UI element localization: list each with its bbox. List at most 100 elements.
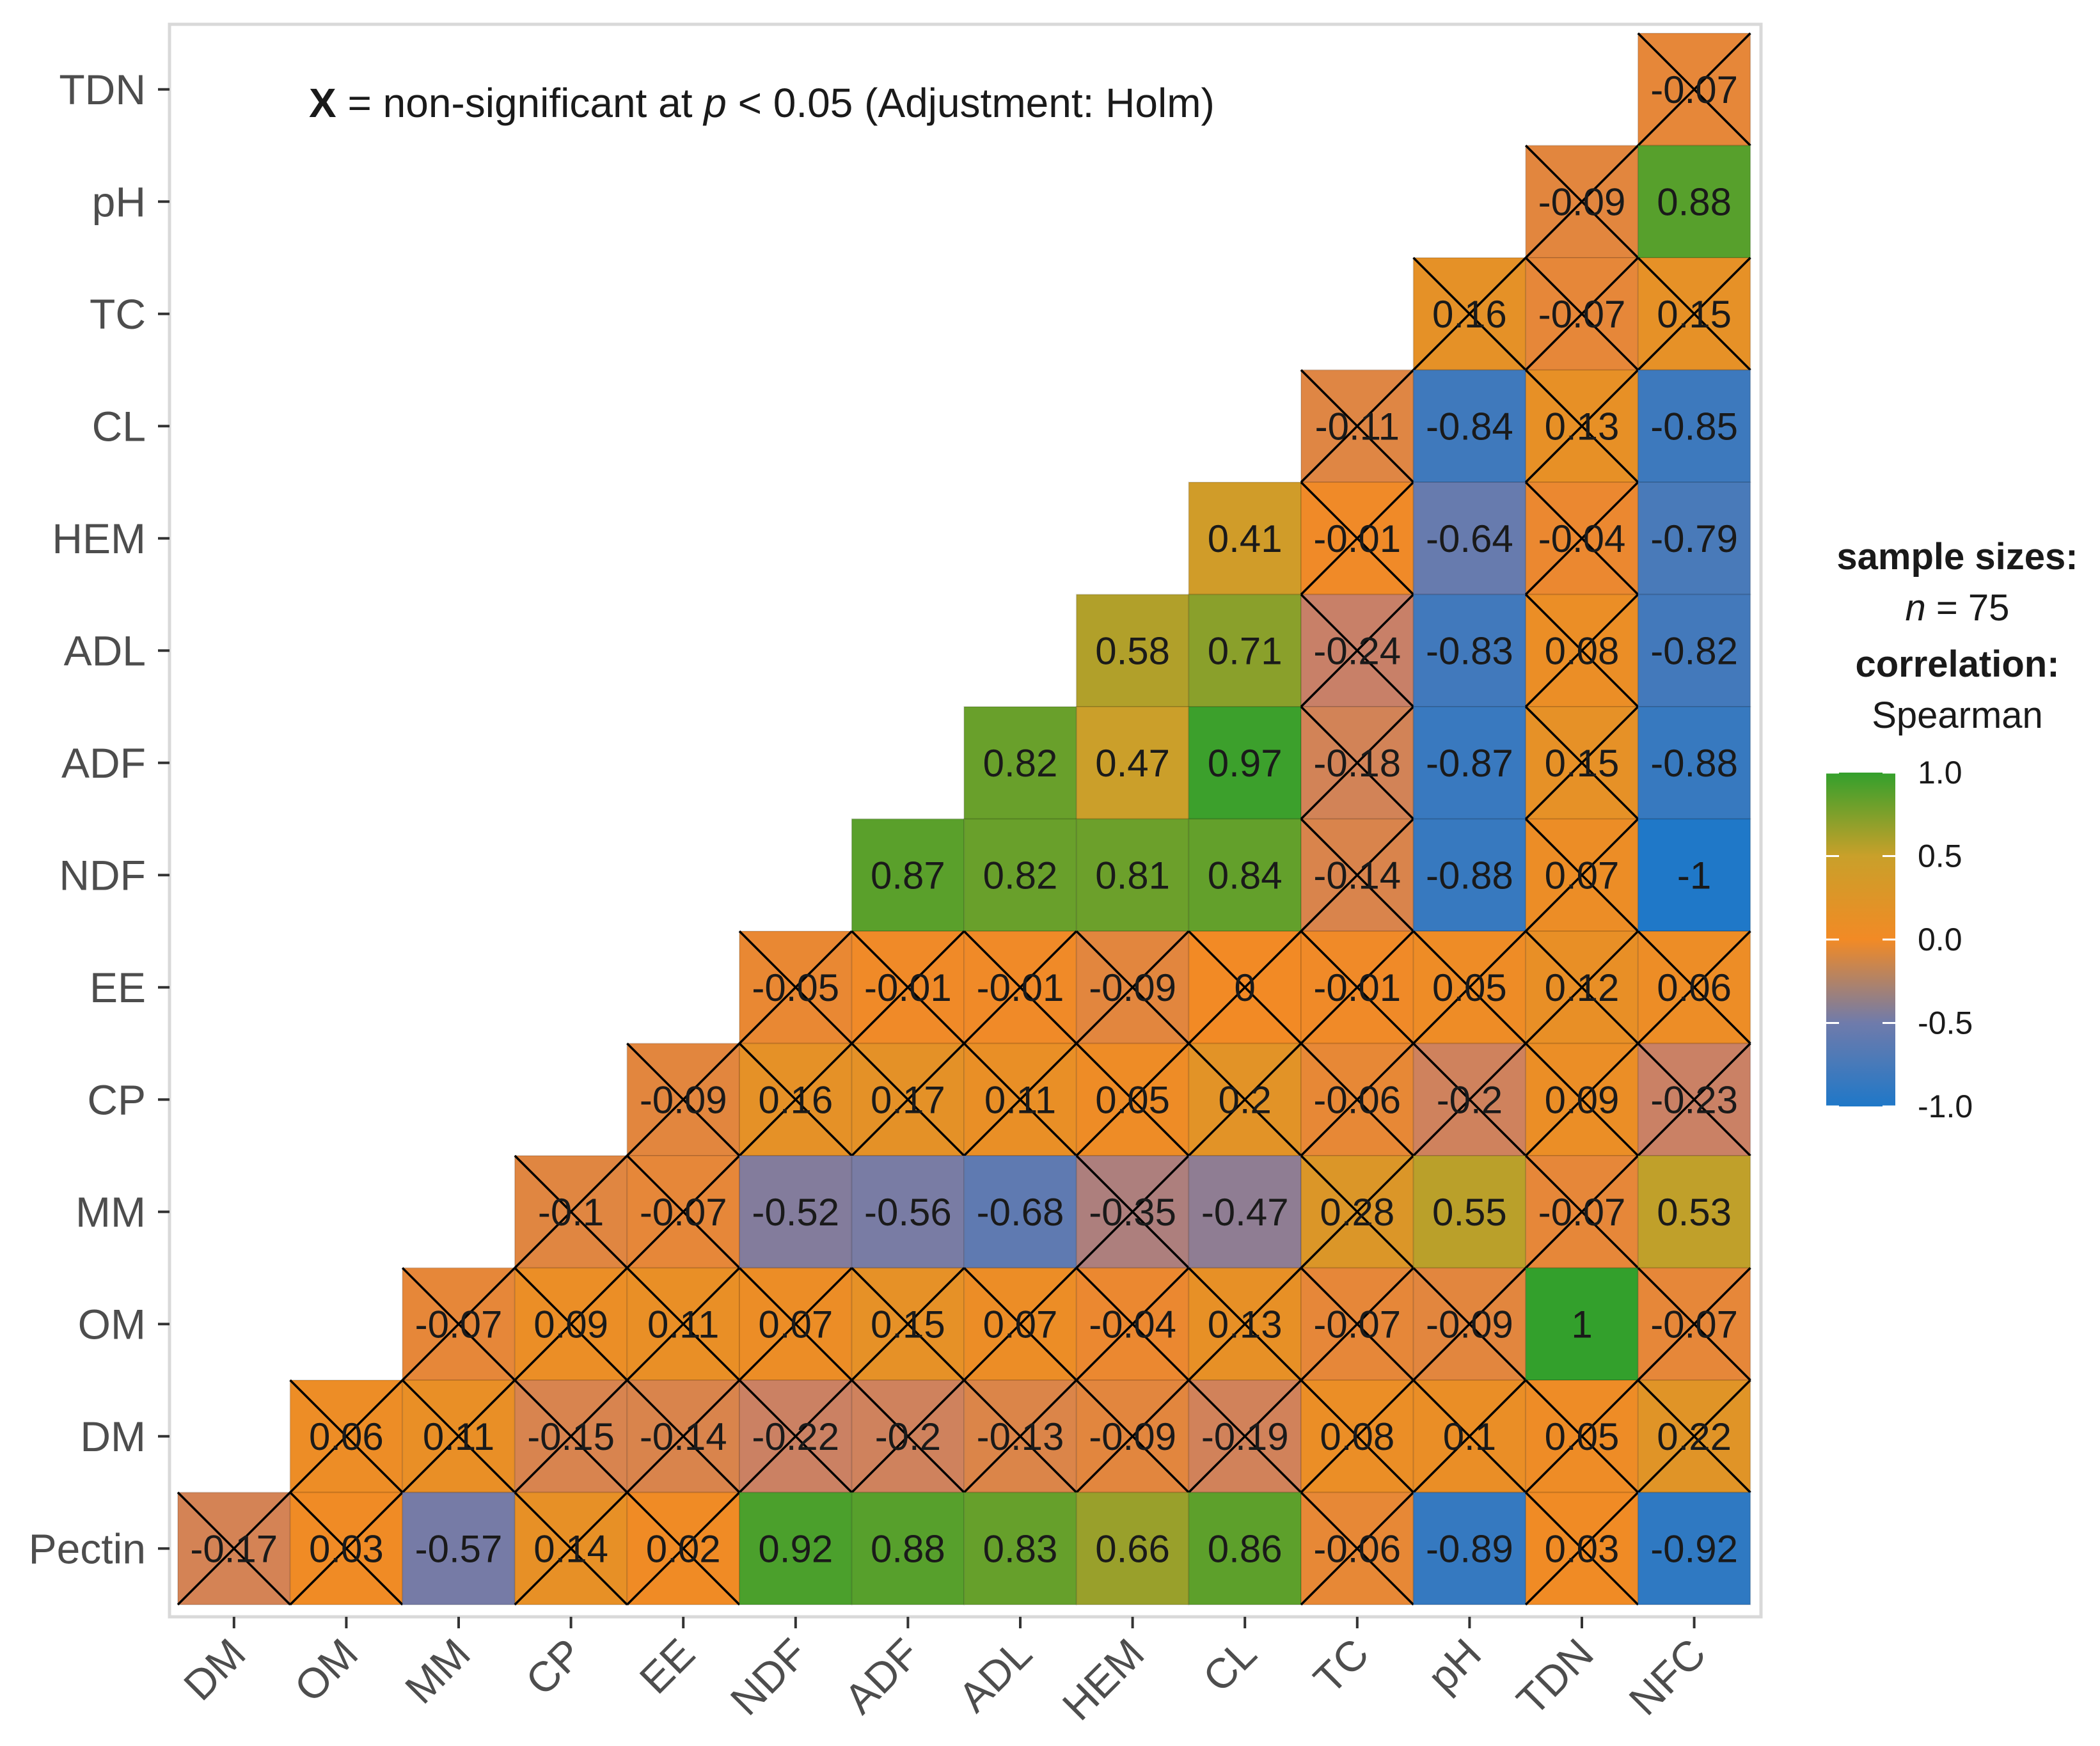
cell-label-om-hem: -0.04 [1089,1303,1176,1346]
cell-label-cp-ndf: 0.16 [758,1078,833,1121]
cell-adf-hem [1075,706,1190,820]
x-tick-label-ee: EE [631,1630,704,1703]
cell-label-hem-cl: 0.41 [1208,517,1283,560]
cell-label-adl-ph: -0.83 [1426,629,1513,672]
legend-tick-label-neg1-0: -1.0 [1918,1089,1973,1124]
cell-label-ee-adl: -0.01 [977,966,1064,1009]
cell-adl-cl [1188,594,1302,707]
nonsignificant-cross-om-ee [626,1267,741,1381]
nonsignificant-cross-dm-adl [963,1379,1078,1493]
cell-pectin-ph [1412,1491,1527,1605]
nonsignificant-cross-cl-tc [1300,369,1414,484]
legend-sample-sizes-title: sample sizes: [1836,536,2078,578]
x-tick-label-ndf: NDF [721,1630,816,1724]
cell-pectin-adf [851,1491,965,1605]
nonsignificant-cross-pectin-dm [177,1491,291,1606]
cell-label-cl-ph: -0.84 [1426,405,1513,448]
cell-label-adf-adl: 0.82 [983,742,1058,785]
cell-mm-adl [963,1155,1077,1269]
nonsignificant-cross-mm-ee [626,1154,741,1269]
nonsignificant-cross-cp-tc [1300,1042,1414,1157]
nonsignificant-cross-ee-tdn [1524,930,1639,1044]
nonsignificant-cross-dm-adf [851,1379,965,1493]
cell-label-adf-hem: 0.47 [1095,742,1170,785]
y-tick-label-om: OM [78,1300,146,1348]
cell-label-adl-cl: 0.71 [1208,629,1283,672]
nonsignificant-cross-om-adl [963,1267,1078,1381]
nonsignificant-cross-cp-ph [1412,1042,1527,1157]
cell-label-cl-nfc: -0.85 [1650,405,1738,448]
significance-annotation: X = non-significant at p < 0.05 (Adjustm… [309,80,1215,126]
cell-label-dm-adf: -0.2 [875,1415,941,1458]
cell-label-om-cl: 0.13 [1208,1303,1283,1346]
nonsignificant-cross-ee-adf [851,930,965,1044]
x-tick-label-mm: MM [396,1630,479,1713]
cell-mm-cl [1188,1155,1302,1269]
nonsignificant-cross-pectin-om [289,1491,404,1606]
cell-label-om-tc: -0.07 [1313,1303,1401,1346]
cell-adl-nfc [1637,594,1751,707]
cell-label-ee-ndf: -0.05 [752,966,839,1009]
cell-label-cl-tdn: 0.13 [1545,405,1620,448]
x-tick-label-tdn: TDN [1508,1630,1602,1724]
cell-label-pectin-hem: 0.66 [1095,1527,1170,1570]
cell-ndf-cl [1188,818,1302,932]
nonsignificant-cross-ee-hem [1075,930,1190,1044]
y-tick-label-mm: MM [75,1188,146,1236]
cell-label-hem-ph: -0.64 [1426,517,1513,560]
cell-label-hem-tdn: -0.04 [1538,517,1626,560]
cell-label-ee-tc: -0.01 [1313,966,1401,1009]
nonsignificant-cross-dm-nfc [1637,1379,1751,1493]
cell-ndf-adl [963,818,1077,932]
nonsignificant-cross-hem-tdn [1524,481,1639,595]
cell-label-mm-ndf: -0.52 [752,1191,839,1234]
cell-label-cp-nfc: -0.23 [1650,1078,1738,1121]
legend-n-text: = 75 [1926,587,2010,629]
cell-label-dm-hem: -0.09 [1089,1415,1176,1458]
cell-label-pectin-dm: -0.17 [190,1527,278,1570]
heatmap-cells [177,32,1751,1606]
nonsignificant-cross-dm-hem [1075,1379,1190,1493]
nonsignificant-cross-cp-adl [963,1042,1078,1157]
nonsignificant-cross-cp-adf [851,1042,965,1157]
cell-label-mm-nfc: 0.53 [1657,1191,1732,1234]
cell-label-mm-cl: -0.47 [1201,1191,1289,1234]
cell-label-om-ph: -0.09 [1426,1303,1513,1346]
nonsignificant-cross-mm-hem [1075,1154,1190,1269]
cell-adl-hem [1075,594,1190,707]
cell-label-cp-adf: 0.17 [871,1078,945,1121]
cell-om-tdn [1525,1267,1639,1381]
x-tick-label-adl: ADL [949,1630,1041,1721]
cell-label-pectin-cl: 0.86 [1208,1527,1283,1570]
nonsignificant-cross-cp-ndf [738,1042,853,1157]
nonsignificant-cross-adl-tdn [1524,594,1639,708]
nonsignificant-cross-dm-tc [1300,1379,1414,1493]
cell-mm-ndf [739,1155,853,1269]
cell-pectin-adl [963,1491,1077,1605]
y-tick-label-cl: CL [92,402,146,450]
cell-label-pectin-ph: -0.89 [1426,1527,1513,1570]
cell-label-tc-tdn: -0.07 [1538,293,1626,336]
cell-pectin-cl [1188,1491,1302,1605]
x-tick-label-hem: HEM [1053,1630,1153,1729]
cell-adf-adl [963,706,1077,820]
nonsignificant-cross-ee-nfc [1637,930,1751,1044]
cell-adf-cl [1188,706,1302,820]
cell-label-pectin-ee: 0.02 [646,1527,721,1570]
nonsignificant-cross-cl-tdn [1524,369,1639,484]
y-axis-ticks: TDN pH TC CL HEM ADL ADF NDF EE CP MM OM DM Pectin [29,66,170,1572]
nonsignificant-cross-pectin-ee [626,1491,741,1606]
legend-tick-label-0-0: 0.0 [1918,922,1962,957]
nonsignificant-cross-om-hem [1075,1267,1190,1381]
nonsignificant-cross-cp-hem [1075,1042,1190,1157]
cell-label-dm-om: 0.06 [309,1415,384,1458]
cell-hem-ph [1412,482,1527,595]
annotation-text: = non-significant at [336,80,704,126]
nonsignificant-cross-adf-tc [1300,705,1414,820]
x-tick-label-dm: DM [175,1630,255,1710]
nonsignificant-cross-pectin-tc [1300,1491,1414,1606]
cell-label-pectin-adf: 0.88 [871,1527,945,1570]
x-tick-label-om: OM [285,1630,367,1711]
nonsignificant-cross-om-tc [1300,1267,1414,1381]
